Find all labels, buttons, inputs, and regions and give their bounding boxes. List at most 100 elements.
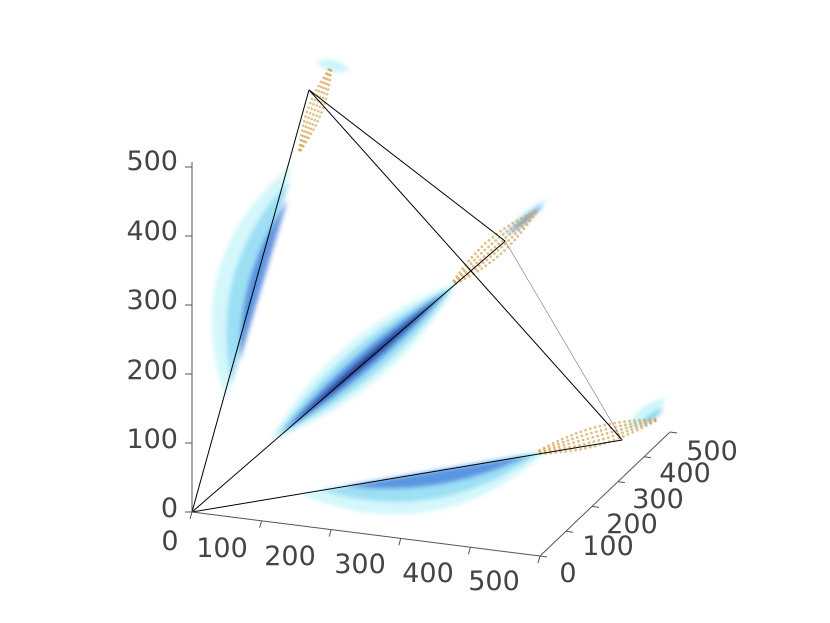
scatter-point bbox=[308, 111, 312, 115]
scatter-point bbox=[574, 432, 578, 435]
y-tick-mark bbox=[669, 431, 678, 434]
scatter-point bbox=[297, 148, 301, 152]
scatter-point bbox=[510, 235, 514, 239]
axes: 500 400 300 200 100 0 0 100 200 300 400 … bbox=[126, 146, 737, 597]
scatter-point bbox=[504, 236, 508, 239]
scatter-point bbox=[618, 420, 621, 424]
scatter-point bbox=[580, 434, 584, 438]
scatter-point bbox=[517, 221, 521, 225]
scatter-point bbox=[594, 430, 598, 434]
scatter-point bbox=[623, 423, 627, 427]
scatter-point bbox=[573, 444, 576, 448]
scatter-point bbox=[586, 437, 590, 441]
scatter-point bbox=[507, 239, 511, 242]
scatter-point bbox=[633, 419, 636, 422]
scatter-point bbox=[598, 424, 602, 428]
scatter-point bbox=[308, 122, 312, 125]
scatter-point bbox=[520, 225, 524, 229]
z-tick-label: 0 bbox=[161, 493, 178, 524]
x-tick-mark bbox=[328, 529, 332, 537]
x-tick-mark bbox=[537, 555, 541, 564]
x-axis-line bbox=[191, 511, 541, 557]
scatter-point bbox=[625, 429, 629, 433]
scatter-point bbox=[508, 232, 511, 236]
scatter-point bbox=[315, 114, 318, 117]
scatter-point bbox=[302, 119, 306, 123]
scatter-point bbox=[321, 106, 325, 110]
scatter-point bbox=[320, 111, 323, 114]
scatter-point bbox=[569, 449, 573, 453]
scatter-point bbox=[299, 138, 302, 142]
scatter-point bbox=[314, 124, 318, 127]
scatter-point bbox=[310, 117, 313, 121]
scatter-point bbox=[484, 264, 488, 268]
x-tick-label: 400 bbox=[402, 558, 454, 589]
scatter-point bbox=[315, 104, 318, 107]
scatter-point bbox=[519, 223, 522, 227]
scatter-point bbox=[492, 252, 496, 255]
scatter-point bbox=[515, 226, 519, 230]
scatter-point bbox=[492, 258, 495, 262]
scatter-point bbox=[507, 224, 510, 228]
scatter-point bbox=[317, 84, 320, 88]
scatter-point bbox=[613, 421, 616, 425]
scatter-point bbox=[592, 440, 596, 444]
scatter-point bbox=[463, 277, 467, 281]
scatter-point bbox=[307, 116, 310, 120]
y-tick-mark bbox=[643, 456, 652, 459]
scatter-point bbox=[300, 134, 303, 137]
y-tick-label: 200 bbox=[606, 509, 658, 540]
scatter-point bbox=[327, 68, 330, 71]
scatter-point bbox=[570, 433, 573, 437]
patch-top bbox=[316, 59, 350, 73]
scatter-point bbox=[483, 248, 487, 252]
scatter-point bbox=[301, 124, 305, 128]
scatter-point bbox=[313, 108, 317, 112]
scatter-point bbox=[585, 433, 589, 436]
scatter-point bbox=[588, 445, 592, 449]
scatter-point bbox=[629, 425, 633, 429]
scatter-point bbox=[605, 431, 609, 435]
scatter-point bbox=[525, 223, 529, 227]
scatter-point bbox=[304, 115, 307, 118]
scatter-point bbox=[462, 269, 466, 272]
scatter-point bbox=[579, 430, 583, 434]
scatter-point bbox=[485, 258, 489, 262]
y-tick-label: 300 bbox=[632, 484, 684, 515]
scatter-point bbox=[628, 419, 631, 423]
x-tick-mark bbox=[259, 520, 263, 528]
scatter-point bbox=[494, 239, 498, 242]
scatter-point bbox=[505, 229, 509, 233]
scatter-point bbox=[631, 430, 635, 434]
scatter-point bbox=[501, 232, 505, 236]
scatter-point bbox=[584, 428, 587, 432]
tetra-edge bbox=[308, 89, 506, 242]
scatter-point bbox=[623, 420, 626, 424]
scatter-point bbox=[499, 229, 502, 233]
scatter-point bbox=[600, 433, 604, 437]
scatter-point bbox=[476, 269, 480, 273]
scatter-point bbox=[519, 231, 523, 234]
scatter-point bbox=[303, 130, 306, 133]
scatter-point bbox=[604, 427, 608, 431]
scatter-point bbox=[311, 123, 315, 126]
scatter-point bbox=[590, 431, 593, 435]
scatter-point bbox=[514, 232, 517, 236]
scatter-point bbox=[491, 235, 495, 239]
scatter-point bbox=[320, 90, 323, 94]
scatter-point bbox=[624, 426, 628, 430]
y-tick-label: 400 bbox=[659, 458, 711, 489]
scatter-point bbox=[554, 451, 558, 454]
scatter-point bbox=[482, 255, 486, 258]
scatter-point bbox=[575, 435, 579, 439]
scatter-point bbox=[319, 85, 323, 89]
tetrahedron-frame bbox=[191, 89, 623, 513]
scatter-point bbox=[322, 86, 325, 90]
scatter-point bbox=[479, 251, 483, 255]
scatter-point bbox=[327, 83, 331, 87]
scatter-point bbox=[500, 245, 503, 249]
scatter-point bbox=[323, 82, 327, 85]
scatter-point bbox=[493, 245, 497, 249]
scatter-point bbox=[556, 439, 560, 443]
